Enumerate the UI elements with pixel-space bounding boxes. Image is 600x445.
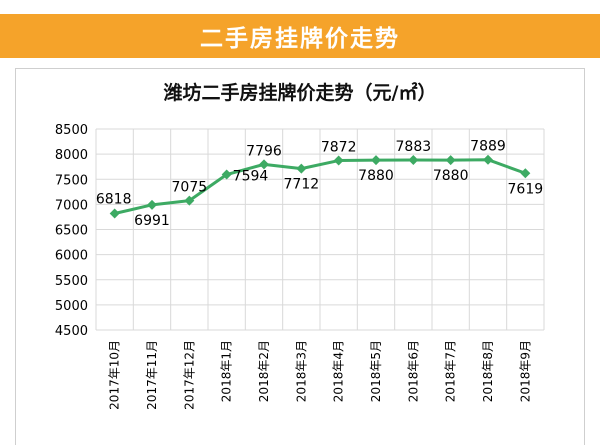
x-tick-label: 2017年12月 [182, 340, 196, 410]
y-tick-label: 4500 [55, 324, 88, 339]
data-label: 6818 [96, 192, 132, 208]
y-tick-label: 7000 [55, 198, 88, 213]
data-point-marker [520, 168, 531, 179]
y-tick-label: 5000 [55, 299, 88, 314]
axis-layer: 4500 5000 5500 6000 6500 7000 7500 8000 8500 2017… [55, 123, 532, 410]
data-label: 7619 [508, 181, 544, 197]
data-label: 7594 [233, 169, 269, 185]
data-point-marker [408, 155, 419, 166]
grid-layer [95, 128, 545, 331]
x-tick-label: 2017年11月 [145, 340, 159, 410]
x-tick-label: 2018年6月 [406, 340, 420, 402]
series-line [114, 158, 526, 215]
data-label: 7075 [172, 180, 208, 196]
x-tick-label: 2018年3月 [294, 340, 308, 402]
data-point-marker [147, 199, 157, 210]
y-tick-label: 6000 [55, 249, 88, 264]
y-tick-label: 6500 [55, 224, 88, 239]
x-tick-label: 2018年5月 [369, 340, 383, 402]
x-tick-label: 2018年1月 [220, 340, 234, 402]
data-point-marker [333, 155, 344, 166]
y-tick-label: 5500 [55, 274, 88, 289]
banner-title: 二手房挂牌价走势 [200, 26, 400, 52]
data-label: 7796 [246, 143, 282, 159]
data-point-marker [259, 159, 269, 170]
y-tick-label: 8500 [55, 123, 88, 138]
chart-title: 潍坊二手房挂牌价走势（元/㎡） [163, 82, 437, 104]
header-banner: 二手房挂牌价走势 [0, 14, 600, 58]
x-tick-label: 2018年2月 [257, 340, 271, 402]
y-tick-label: 7500 [55, 173, 88, 188]
x-tick-label: 2018年7月 [444, 340, 458, 402]
data-label: 6991 [134, 213, 170, 229]
series-layer [109, 154, 531, 219]
x-tick-label: 2018年8月 [481, 340, 495, 402]
data-label: 7880 [433, 168, 469, 184]
chart-frame [15, 68, 585, 445]
data-point-marker [445, 155, 456, 166]
data-label: 7712 [284, 177, 320, 193]
x-tick-label: 2017年10月 [108, 340, 122, 410]
data-point-marker [109, 208, 120, 219]
data-label-layer: 6818699170757594779677127872788078837880… [96, 139, 543, 229]
x-tick-label: 2018年4月 [332, 340, 346, 402]
data-point-marker [371, 155, 381, 166]
data-point-marker [221, 169, 232, 180]
data-point-marker [296, 163, 307, 174]
y-tick-label: 8000 [55, 148, 88, 163]
x-tick-label: 2018年9月 [518, 340, 532, 402]
data-label: 7889 [470, 139, 506, 155]
data-point-marker [184, 195, 195, 206]
data-point-marker [483, 154, 493, 165]
data-label: 7883 [396, 139, 432, 155]
data-label: 7880 [358, 168, 394, 184]
data-label: 7872 [321, 140, 357, 156]
